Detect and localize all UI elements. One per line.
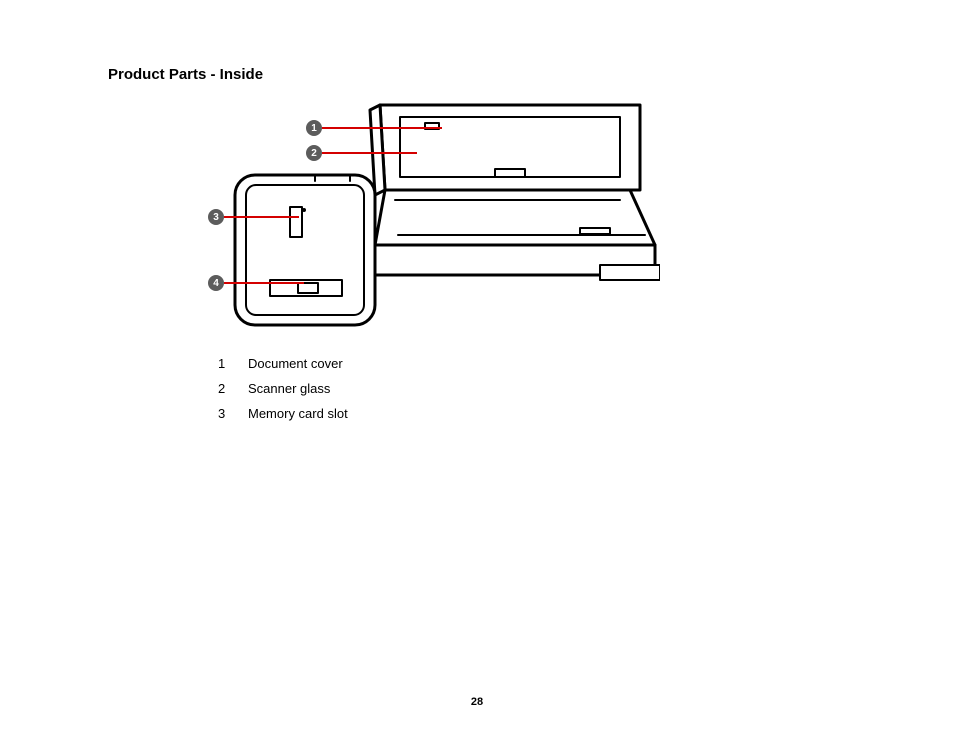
legend-number: 2 bbox=[218, 381, 248, 396]
callout-line bbox=[224, 216, 299, 218]
legend-number: 1 bbox=[218, 356, 248, 371]
callout-badge: 2 bbox=[306, 145, 322, 161]
page: Product Parts - Inside bbox=[0, 0, 954, 738]
legend-row: 3Memory card slot bbox=[218, 406, 348, 421]
legend-row: 1Document cover bbox=[218, 356, 348, 371]
callout-line bbox=[322, 152, 417, 154]
product-diagram: 1 2 3 4 bbox=[200, 95, 660, 335]
page-number: 28 bbox=[0, 696, 954, 708]
legend-label: Document cover bbox=[248, 356, 343, 371]
legend-number: 3 bbox=[218, 406, 248, 421]
legend-row: 2Scanner glass bbox=[218, 381, 348, 396]
legend-label: Scanner glass bbox=[248, 381, 330, 396]
page-title: Product Parts - Inside bbox=[108, 66, 263, 83]
callout-line bbox=[224, 282, 304, 284]
callout-line bbox=[322, 127, 442, 129]
legend-list: 1Document cover2Scanner glass3Memory car… bbox=[218, 356, 348, 431]
callout-badge: 1 bbox=[306, 120, 322, 136]
callout-badge: 3 bbox=[208, 209, 224, 225]
legend-label: Memory card slot bbox=[248, 406, 348, 421]
callout-badge: 4 bbox=[208, 275, 224, 291]
printer-illustration bbox=[200, 95, 660, 335]
